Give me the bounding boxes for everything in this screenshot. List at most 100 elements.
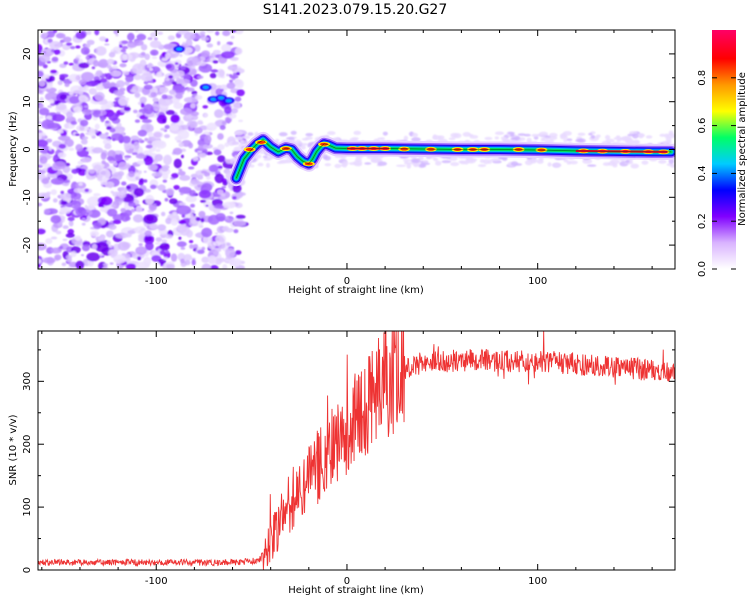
halo-speckle xyxy=(622,135,632,142)
noise-speckle xyxy=(58,143,67,149)
noise-speckle xyxy=(212,60,219,64)
noise-speckle xyxy=(120,207,126,213)
noise-speckle xyxy=(158,258,167,265)
halo-speckle xyxy=(290,130,297,135)
colorbar-gradient xyxy=(712,30,736,269)
noise-speckle xyxy=(133,40,144,46)
noise-speckle xyxy=(81,157,92,163)
noise-speckle xyxy=(197,184,203,188)
noise-speckle xyxy=(183,32,196,40)
noise-speckle xyxy=(112,219,122,225)
noise-speckle xyxy=(81,244,90,252)
halo-speckle xyxy=(278,132,288,137)
noise-speckle xyxy=(124,155,132,159)
noise-speckle xyxy=(102,138,112,146)
halo-speckle xyxy=(670,164,675,168)
noise-speckle xyxy=(41,177,50,185)
noise-speckle xyxy=(59,206,72,214)
noise-speckle xyxy=(184,46,193,54)
noise-speckle xyxy=(189,120,198,129)
noise-speckle xyxy=(165,217,172,225)
noise-speckle xyxy=(38,70,44,78)
noise-speckle xyxy=(222,263,228,269)
noise-speckle xyxy=(78,90,84,96)
noise-speckle xyxy=(102,263,109,267)
noise-speckle xyxy=(167,35,175,41)
noise-speckle xyxy=(43,163,51,169)
noise-speckle xyxy=(222,30,231,37)
noise-speckle xyxy=(97,176,102,180)
noise-speckle xyxy=(222,201,236,209)
noise-speckle xyxy=(89,230,100,237)
noise-speckle xyxy=(75,133,80,136)
halo-speckle xyxy=(418,163,427,168)
noise-speckle xyxy=(152,145,157,150)
halo-speckle xyxy=(563,139,568,143)
halo-speckle xyxy=(630,163,639,169)
noise-speckle xyxy=(41,119,55,130)
noise-speckle xyxy=(123,70,130,76)
noise-speckle xyxy=(65,203,73,208)
spectrogram-ytick-label: 10 xyxy=(22,95,33,108)
noise-speckle xyxy=(138,243,143,247)
noise-speckle xyxy=(130,208,136,213)
noise-speckle xyxy=(177,129,190,140)
colorbar-tick-label: 0.8 xyxy=(697,70,708,86)
ridge xyxy=(228,131,675,187)
noise-speckle xyxy=(215,232,219,235)
halo-speckle xyxy=(610,158,620,165)
noise-speckle xyxy=(105,101,114,109)
noise-speckle xyxy=(50,69,58,74)
noise-speckle xyxy=(39,156,48,164)
halo-speckle xyxy=(494,131,505,136)
halo-speckle xyxy=(305,132,314,137)
spectrogram-ytick-label: -20 xyxy=(22,237,33,253)
noise-speckle xyxy=(206,175,211,180)
noise-speckle xyxy=(163,154,172,166)
halo-speckle xyxy=(613,136,623,141)
noise-speckle xyxy=(231,101,241,111)
halo-speckle xyxy=(523,133,531,137)
noise-speckle xyxy=(203,134,212,144)
halo-speckle xyxy=(432,135,442,141)
noise-speckle xyxy=(225,247,236,259)
noise-speckle xyxy=(157,184,166,191)
noise-speckle xyxy=(150,32,157,38)
noise-speckle xyxy=(161,94,168,100)
noise-speckle xyxy=(38,202,43,207)
noise-speckle xyxy=(202,105,209,109)
ridge-hotspot-core xyxy=(245,148,254,151)
noise-speckle xyxy=(116,122,122,128)
noise-speckle xyxy=(55,230,62,235)
noise-speckle xyxy=(234,79,244,89)
noise-speckle xyxy=(200,36,210,41)
noise-speckle xyxy=(197,75,204,79)
halo-speckle xyxy=(462,132,471,137)
noise-speckle xyxy=(159,86,169,94)
noise-speckle xyxy=(149,67,154,72)
noise-speckle xyxy=(126,164,131,169)
noise-speckle xyxy=(212,49,221,55)
noise-speckle xyxy=(185,87,195,92)
noise-speckle xyxy=(147,163,158,171)
noise-speckle xyxy=(75,45,81,49)
noise-speckle xyxy=(153,37,158,41)
noise-speckle xyxy=(225,218,230,222)
halo-speckle xyxy=(665,137,672,143)
noise-speckle xyxy=(231,141,240,146)
ridge-hotspot-core xyxy=(257,140,266,144)
noise-speckle xyxy=(111,133,124,141)
noise-speckle xyxy=(215,88,223,96)
noise-speckle xyxy=(158,93,162,96)
noise-speckle xyxy=(55,103,67,111)
noise-speckle xyxy=(236,71,241,76)
noise-speckle xyxy=(168,89,176,95)
noise-speckle xyxy=(39,229,46,233)
halo-speckle xyxy=(340,163,346,167)
noise-speckle xyxy=(218,257,226,263)
noise-speckle xyxy=(190,173,199,179)
noise-speckle xyxy=(67,228,75,235)
noise-speckle xyxy=(171,172,179,179)
noise-speckle xyxy=(105,120,110,124)
noise-speckle xyxy=(38,103,44,109)
